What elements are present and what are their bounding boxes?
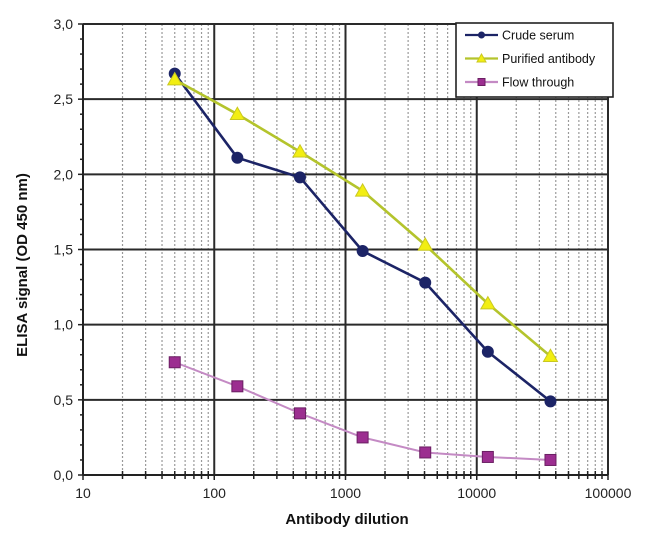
data-point-crude-serum — [293, 171, 306, 184]
data-point-flow-through — [481, 450, 494, 463]
y-tick-label: 0,0 — [54, 467, 74, 483]
data-point-flow-through — [419, 446, 432, 459]
legend-label: Purified antibody — [502, 52, 596, 66]
data-point-flow-through — [231, 380, 244, 393]
y-axis-title: ELISA signal (OD 450 nm) — [14, 173, 31, 357]
data-point-purified-antibody — [354, 182, 371, 197]
x-tick-label: 1000 — [330, 485, 361, 501]
data-point-crude-serum — [419, 276, 432, 289]
y-tick-label: 3,0 — [54, 16, 74, 32]
x-tick-label: 10 — [75, 485, 91, 501]
series-line-crude-serum — [173, 72, 552, 403]
data-point-purified-antibody — [479, 295, 496, 310]
axes: 10 100 1000 10000 100000 0,0 0,5 1,0 1,5 2,0 2,5 3,… — [54, 16, 632, 501]
legend-marker — [476, 52, 487, 63]
data-point-flow-through — [293, 407, 306, 420]
data-point-flow-through — [168, 356, 181, 369]
y-tick-label: 1,0 — [54, 317, 74, 333]
x-axis-title: Antibody dilution — [285, 511, 408, 528]
legend: Crude serum Purified antibody Flow through — [455, 22, 614, 98]
legend-item-purified-antibody: Purified antibody — [465, 52, 596, 66]
data-point-flow-through — [544, 453, 557, 466]
series-flow-through — [168, 356, 557, 466]
y-tick-label: 1,5 — [54, 242, 74, 258]
x-tick-label: 100 — [203, 485, 227, 501]
series — [166, 67, 559, 466]
grid — [83, 23, 609, 475]
series-line-purified-antibody — [174, 78, 552, 358]
y-tick-label: 2,5 — [54, 91, 74, 107]
y-tick-label: 2,0 — [54, 166, 74, 182]
data-point-purified-antibody — [542, 348, 559, 362]
data-point-crude-serum — [356, 245, 369, 258]
data-point-purified-antibody — [229, 106, 246, 120]
data-point-purified-antibody — [417, 236, 434, 251]
data-point-purified-antibody — [166, 71, 183, 86]
series-crude-serum — [168, 67, 557, 408]
legend-label: Crude serum — [502, 29, 574, 43]
legend-item-flow-through: Flow through — [465, 76, 574, 90]
data-point-crude-serum — [231, 151, 244, 164]
series-line-flow-through — [174, 361, 551, 461]
legend-label: Flow through — [502, 76, 574, 90]
x-tick-label: 10000 — [457, 485, 496, 501]
data-point-purified-antibody — [292, 143, 308, 158]
y-tick-label: 0,5 — [54, 392, 74, 408]
data-point-crude-serum — [481, 345, 494, 358]
legend-item-crude-serum: Crude serum — [465, 29, 574, 43]
x-tick-label: 100000 — [585, 485, 632, 501]
data-point-flow-through — [356, 431, 369, 444]
series-purified-antibody — [166, 71, 559, 362]
legend-marker — [477, 78, 486, 86]
legend-marker — [478, 31, 485, 39]
data-point-crude-serum — [544, 395, 557, 408]
